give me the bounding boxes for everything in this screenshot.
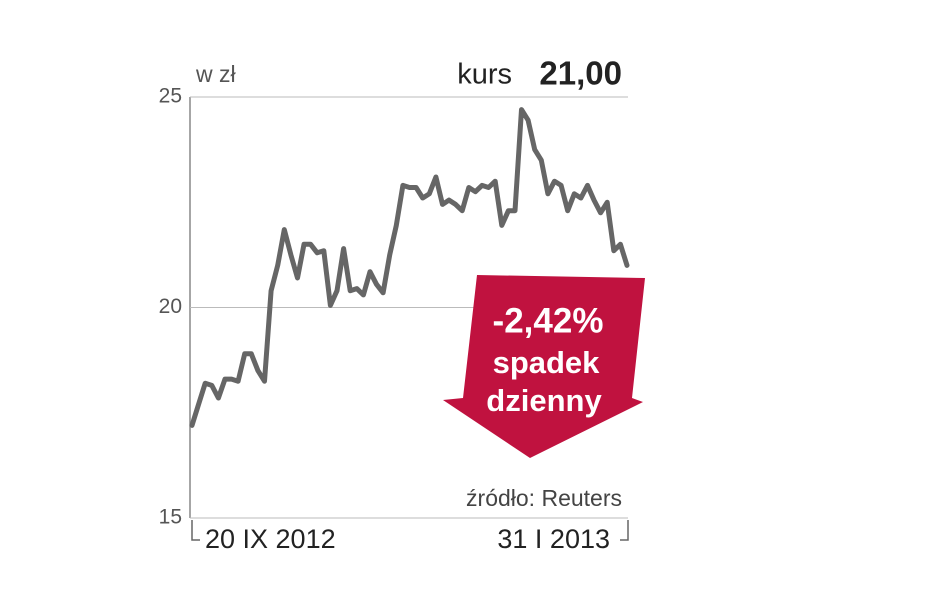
y-tick-label: 20: [159, 295, 182, 318]
callout-text: spadek: [493, 345, 601, 380]
y-tick-label: 25: [159, 85, 182, 108]
price-caption: kurs: [457, 59, 512, 91]
price: 21,00: [539, 55, 622, 92]
callout-change: -2,42%: [493, 301, 604, 340]
y-axis-label: w zł: [195, 61, 236, 87]
callout-arrow: [443, 275, 645, 458]
date-bracket: [191, 520, 629, 541]
y-tick-label: 15: [159, 506, 182, 529]
source: źródło: Reuters: [466, 485, 622, 511]
price-line: [189, 107, 630, 428]
callout-text: dzienny: [486, 383, 602, 418]
x-tick-label: 20 IX 2012: [205, 524, 336, 554]
x-tick-label: 31 I 2013: [497, 524, 610, 554]
